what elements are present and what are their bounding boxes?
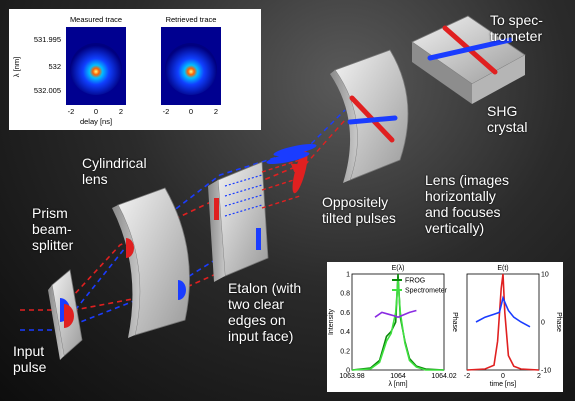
spectrum-y-tick-label: 0.6: [340, 310, 350, 317]
temporal-chart-title: E(t): [497, 265, 508, 272]
phase-tick-label: 10: [541, 272, 549, 279]
etalon: [208, 161, 269, 282]
imaging-lens: [330, 49, 409, 183]
spectrum-y-tick-label: 0: [346, 368, 350, 375]
x-tick-label: -2: [163, 107, 170, 116]
y-tick-label: 531.995: [34, 35, 61, 44]
spectrum-chart-title: E(λ): [392, 265, 405, 272]
x-axis-label: delay [ns]: [80, 117, 112, 126]
phase-axis-label: Phase: [555, 312, 562, 332]
spectrum-phase-axis-label: Phase: [451, 312, 458, 332]
temporal-chart: E(t) -2 0 2 time [ns] 10 0 -10 Phase: [464, 265, 562, 388]
x-tick-label: 0: [189, 107, 193, 116]
phase-tick-label: 0: [541, 320, 545, 327]
legend-entry-label: FROG: [405, 278, 425, 285]
frog-trace-figure: Measured trace Retrieved trace 531.995 5…: [12, 15, 221, 126]
spectrum-x-tick-label: 1064: [390, 373, 406, 380]
label-cylindrical-lens: Cylindrical lens: [82, 155, 147, 187]
temporal-x-tick-label: -2: [464, 373, 470, 380]
spectrum-y-tick-label: 0.4: [340, 329, 350, 336]
label-oppositely-tilted-pulses: Oppositely tilted pulses: [322, 194, 396, 226]
spectrum-x-tick-label: 1063.98: [339, 373, 364, 380]
spectrum-series-line: [351, 278, 444, 371]
measured-trace-title: Measured trace: [70, 15, 122, 24]
spectrum-y-tick-label: 0.8: [340, 291, 350, 298]
spectrum-x-axis-label: λ [nm]: [388, 381, 407, 388]
frog-trace-panel: Measured trace Retrieved trace 531.995 5…: [9, 9, 261, 130]
retrieved-trace-title: Retrieved trace: [166, 15, 217, 24]
x-tick-label: 0: [94, 107, 98, 116]
retrieval-charts: E(λ) 0 0.2 0.4 0.6 0.8 1 1063.98 1064 1064.02 λ [n…: [328, 265, 562, 388]
spectrum-legend: FROG Spectrometer: [392, 278, 448, 295]
temporal-series-line: [475, 295, 531, 328]
x-tick-label: 2: [214, 107, 218, 116]
label-etalon: Etalon (with two clear edges on input fa…: [228, 280, 302, 344]
temporal-x-axis-label: time [ns]: [490, 381, 517, 388]
spectrum-y-axis-label: Intensity: [328, 308, 335, 335]
y-axis-label: λ [nm]: [12, 57, 21, 77]
label-prism-beamsplitter: Prism beam- splitter: [32, 205, 74, 253]
temporal-x-tick-label: 2: [537, 373, 541, 380]
spectrum-series-line: [374, 309, 417, 319]
label-shg-crystal: SHG crystal: [487, 103, 528, 135]
spectrum-y-tick-label: 0.2: [340, 348, 350, 355]
x-tick-label: -2: [68, 107, 75, 116]
temporal-x-tick-label: 0: [501, 373, 505, 380]
x-tick-label: 2: [119, 107, 123, 116]
cylindrical-lens: [112, 187, 190, 338]
spectrum-chart: E(λ) 0 0.2 0.4 0.6 0.8 1 1063.98 1064 1064.02 λ [n…: [328, 265, 458, 388]
spectrum-x-tick-label: 1064.02: [431, 373, 456, 380]
temporal-series-line: [466, 273, 540, 371]
label-lens: Lens (images horizontally and focuses ve…: [425, 172, 510, 236]
spectrum-y-tick-label: 1: [346, 272, 350, 279]
y-tick-label: 532.005: [34, 86, 61, 95]
label-input-pulse: Input pulse: [13, 343, 47, 375]
prism-beamsplitter: [48, 269, 83, 360]
y-tick-label: 532: [48, 62, 61, 71]
legend-entry-label: Spectrometer: [405, 288, 448, 295]
tilted-pulses: [261, 143, 317, 209]
phase-tick-label: -10: [541, 368, 551, 375]
shg-crystal: [411, 15, 526, 104]
retrieval-chart-panel: E(λ) 0 0.2 0.4 0.6 0.8 1 1063.98 1064 1064.02 λ [n…: [327, 262, 563, 392]
label-to-spectrometer: To spec- trometer: [490, 12, 543, 44]
